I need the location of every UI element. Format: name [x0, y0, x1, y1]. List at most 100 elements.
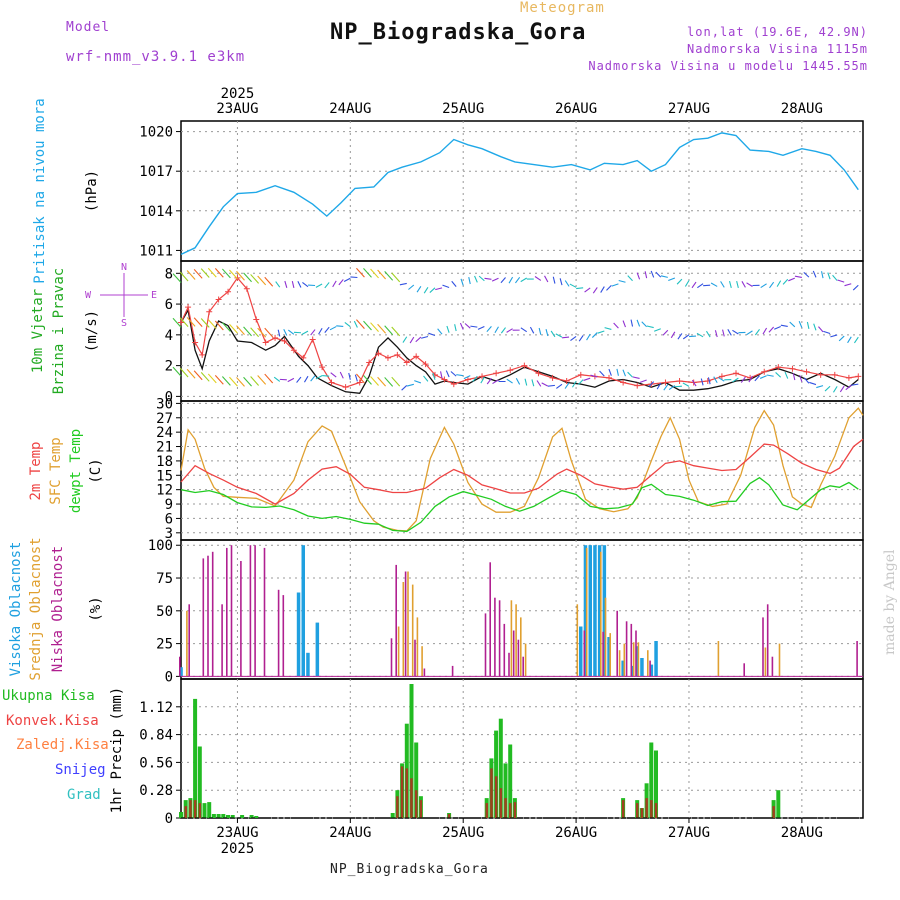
precip-conv-bar	[645, 798, 648, 818]
wind-direction-arrow	[318, 327, 323, 335]
cloud-mid-bar	[411, 584, 414, 677]
cloud-low-bar	[625, 621, 628, 677]
precip-conv-bar	[405, 768, 408, 818]
wind-direction-arrow	[648, 381, 655, 388]
cloud-mid-bar	[515, 604, 517, 677]
cloud-low-bar	[743, 663, 745, 677]
cloud-low-bar	[583, 630, 586, 677]
xtick-label-top: 23AUG	[216, 101, 258, 117]
wind-direction-arrow	[706, 330, 711, 338]
wind-direction-arrow	[636, 319, 641, 327]
wind-direction-arrow	[798, 320, 803, 328]
ytick-label-temperature: 18	[156, 454, 173, 470]
wind-direction-arrow	[559, 278, 563, 286]
ytick-label-temperature: 15	[156, 468, 173, 484]
cloud-low-bar	[484, 613, 487, 677]
cloud-mid-bar	[618, 650, 621, 677]
cloud-low-bar	[202, 558, 205, 677]
precip-total-bar	[179, 812, 183, 818]
pressure-axis-title: Pritisak na nivou mora	[32, 98, 48, 283]
gust-point-marker	[356, 379, 363, 386]
wind-direction-arrow	[472, 375, 478, 382]
wind-direction-arrow	[391, 326, 401, 337]
precip-conv-bar	[396, 796, 399, 818]
wind-direction-arrow	[415, 336, 422, 343]
xtick-label-top: 28AUG	[781, 101, 823, 117]
wind-direction-arrow	[837, 279, 845, 283]
wind-direction-arrow	[703, 284, 711, 287]
precip-conv-bar	[640, 808, 644, 818]
gust-point-marker	[464, 376, 471, 383]
pressure-line	[180, 132, 859, 256]
wind-direction-arrow	[682, 382, 690, 387]
cloud-high-bar	[301, 545, 305, 677]
wind-direction-arrow	[788, 277, 796, 282]
wind-direction-arrow	[200, 318, 210, 328]
wind-direction-arrow	[799, 374, 803, 382]
xtick-label-bottom: 24AUG	[329, 825, 371, 841]
wind-direction-arrow	[377, 269, 387, 280]
precip-conv-bar	[400, 766, 404, 818]
precip-legend-snow: Snijeg	[55, 762, 106, 778]
gust-point-marker	[178, 319, 184, 326]
wind-direction-arrow	[296, 376, 302, 383]
wind-direction-arrow	[344, 321, 351, 328]
wind-direction-arrow	[257, 327, 267, 338]
wind-direction-arrow	[534, 276, 542, 281]
wind-direction-arrow	[727, 329, 732, 336]
wind-direction-arrow	[650, 270, 655, 278]
ytick-label-temperature: 6	[165, 511, 173, 527]
cloud-low-bar	[649, 660, 651, 677]
wind-direction-arrow	[641, 321, 648, 328]
wind-direction-arrow	[486, 326, 492, 333]
wind-direction-arrow	[775, 372, 782, 378]
wind-direction-arrow	[806, 321, 810, 329]
wind-direction-arrow	[336, 325, 344, 327]
precip-total-bar	[254, 816, 259, 818]
cloud-high-bar	[635, 646, 639, 677]
wind-direction-arrow	[740, 376, 746, 383]
wind-direction-arrow	[536, 380, 542, 387]
cloud-high-bar	[640, 658, 644, 677]
precip-conv-bar	[490, 768, 493, 818]
wind-direction-arrow	[668, 277, 676, 281]
wind-direction-arrow	[684, 280, 690, 287]
wind-direction-arrow	[172, 317, 182, 328]
cloud-high-bar	[583, 545, 588, 677]
wind-direction-arrow	[229, 376, 238, 387]
pressure-unit: (hPa)	[84, 170, 100, 212]
wind-direction-arrow	[486, 378, 492, 385]
ytick-label-precip: 0.56	[139, 755, 173, 771]
wind-direction-arrow	[429, 287, 436, 293]
wind-direction-arrow	[586, 333, 591, 341]
cloud-mid-bar	[402, 582, 405, 677]
wind-direction-arrow	[812, 270, 817, 278]
cloud-mid-bar	[407, 571, 409, 677]
page-title: NP_Biogradska_Gora	[330, 20, 587, 45]
wind-direction-arrow	[618, 279, 626, 283]
gust-point-marker	[272, 334, 279, 341]
wind-direction-arrow	[541, 382, 549, 387]
cloud-mid-bar	[520, 617, 522, 677]
cloud-low-bar	[423, 668, 426, 677]
wind-direction-arrow	[356, 319, 365, 329]
gust-point-marker	[234, 274, 241, 281]
wind-direction-arrow	[492, 379, 499, 385]
ytick-label-temperature: 3	[165, 526, 173, 542]
gust-point-marker	[403, 359, 410, 366]
wind-direction-arrow	[741, 281, 746, 288]
wind-direction-arrow	[440, 371, 443, 379]
wind-direction-arrow	[660, 275, 668, 278]
wind-direction-arrow	[343, 277, 351, 283]
gust-point-marker	[606, 374, 613, 381]
cloud-low-bar	[602, 631, 604, 677]
panel-frame-precip	[180, 678, 864, 819]
wind-direction-arrow	[291, 280, 295, 289]
cloud-high-bar	[306, 652, 310, 677]
wind-direction-arrow	[257, 275, 267, 286]
wind-direction-arrow	[264, 276, 274, 287]
cloud-mid-bar	[623, 643, 626, 677]
wind-direction-arrow	[552, 276, 556, 284]
wind-direction-arrow	[668, 385, 676, 391]
